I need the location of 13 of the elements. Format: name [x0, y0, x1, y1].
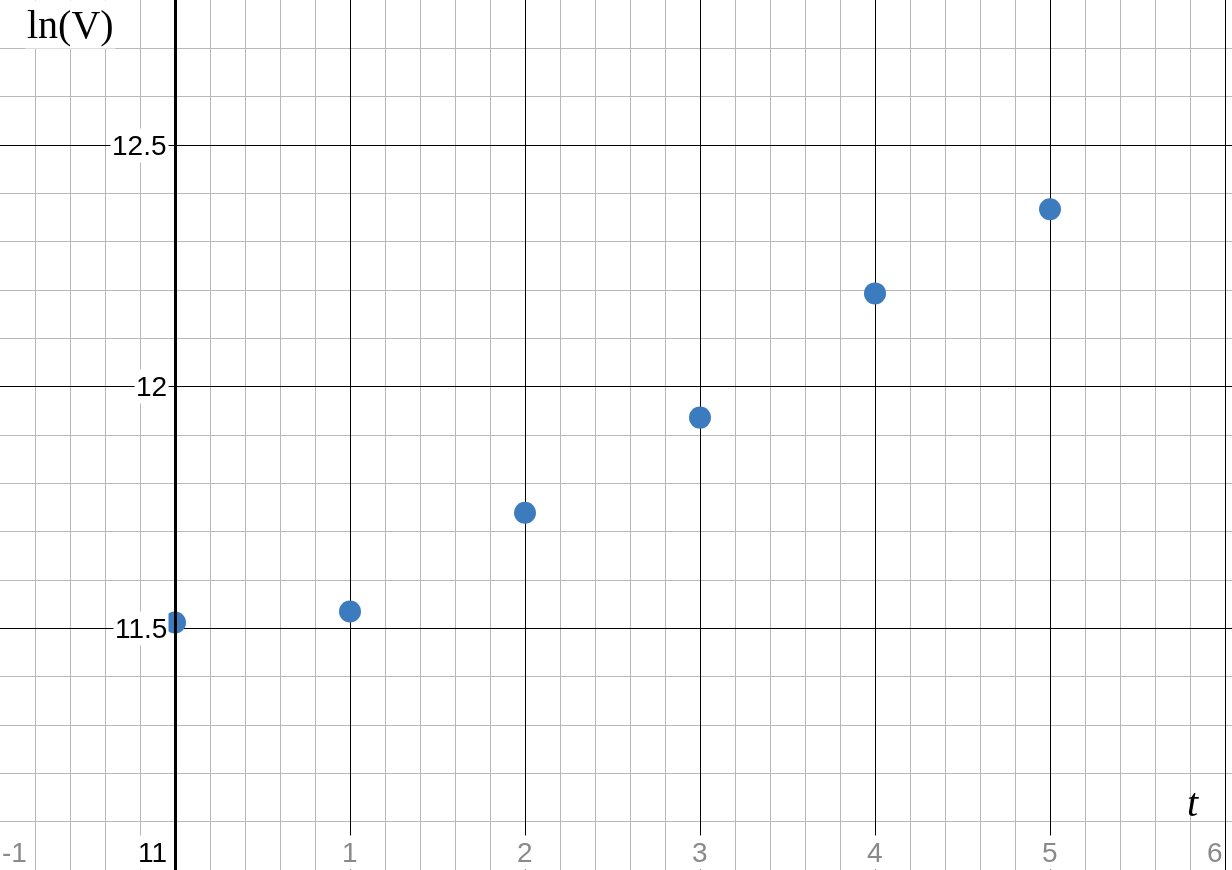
- x-tick-label: 2: [517, 837, 533, 868]
- x-tick-label: 6: [1207, 837, 1223, 868]
- y-tick-label: 12.5: [112, 130, 167, 161]
- y-tick-label: 12: [136, 371, 168, 402]
- x-tick-label: 3: [692, 837, 708, 868]
- y-tick-label: 11: [138, 837, 168, 868]
- x-tick-label: 4: [867, 837, 883, 868]
- x-tick-label: 5: [1042, 837, 1058, 868]
- y-tick-label: 11.5: [115, 613, 168, 644]
- y-axis-title: ln(V): [27, 2, 114, 47]
- x-tick-label: -1: [2, 837, 27, 868]
- x-tick-label: 1: [342, 837, 358, 868]
- x-axis-title: t: [1187, 780, 1199, 825]
